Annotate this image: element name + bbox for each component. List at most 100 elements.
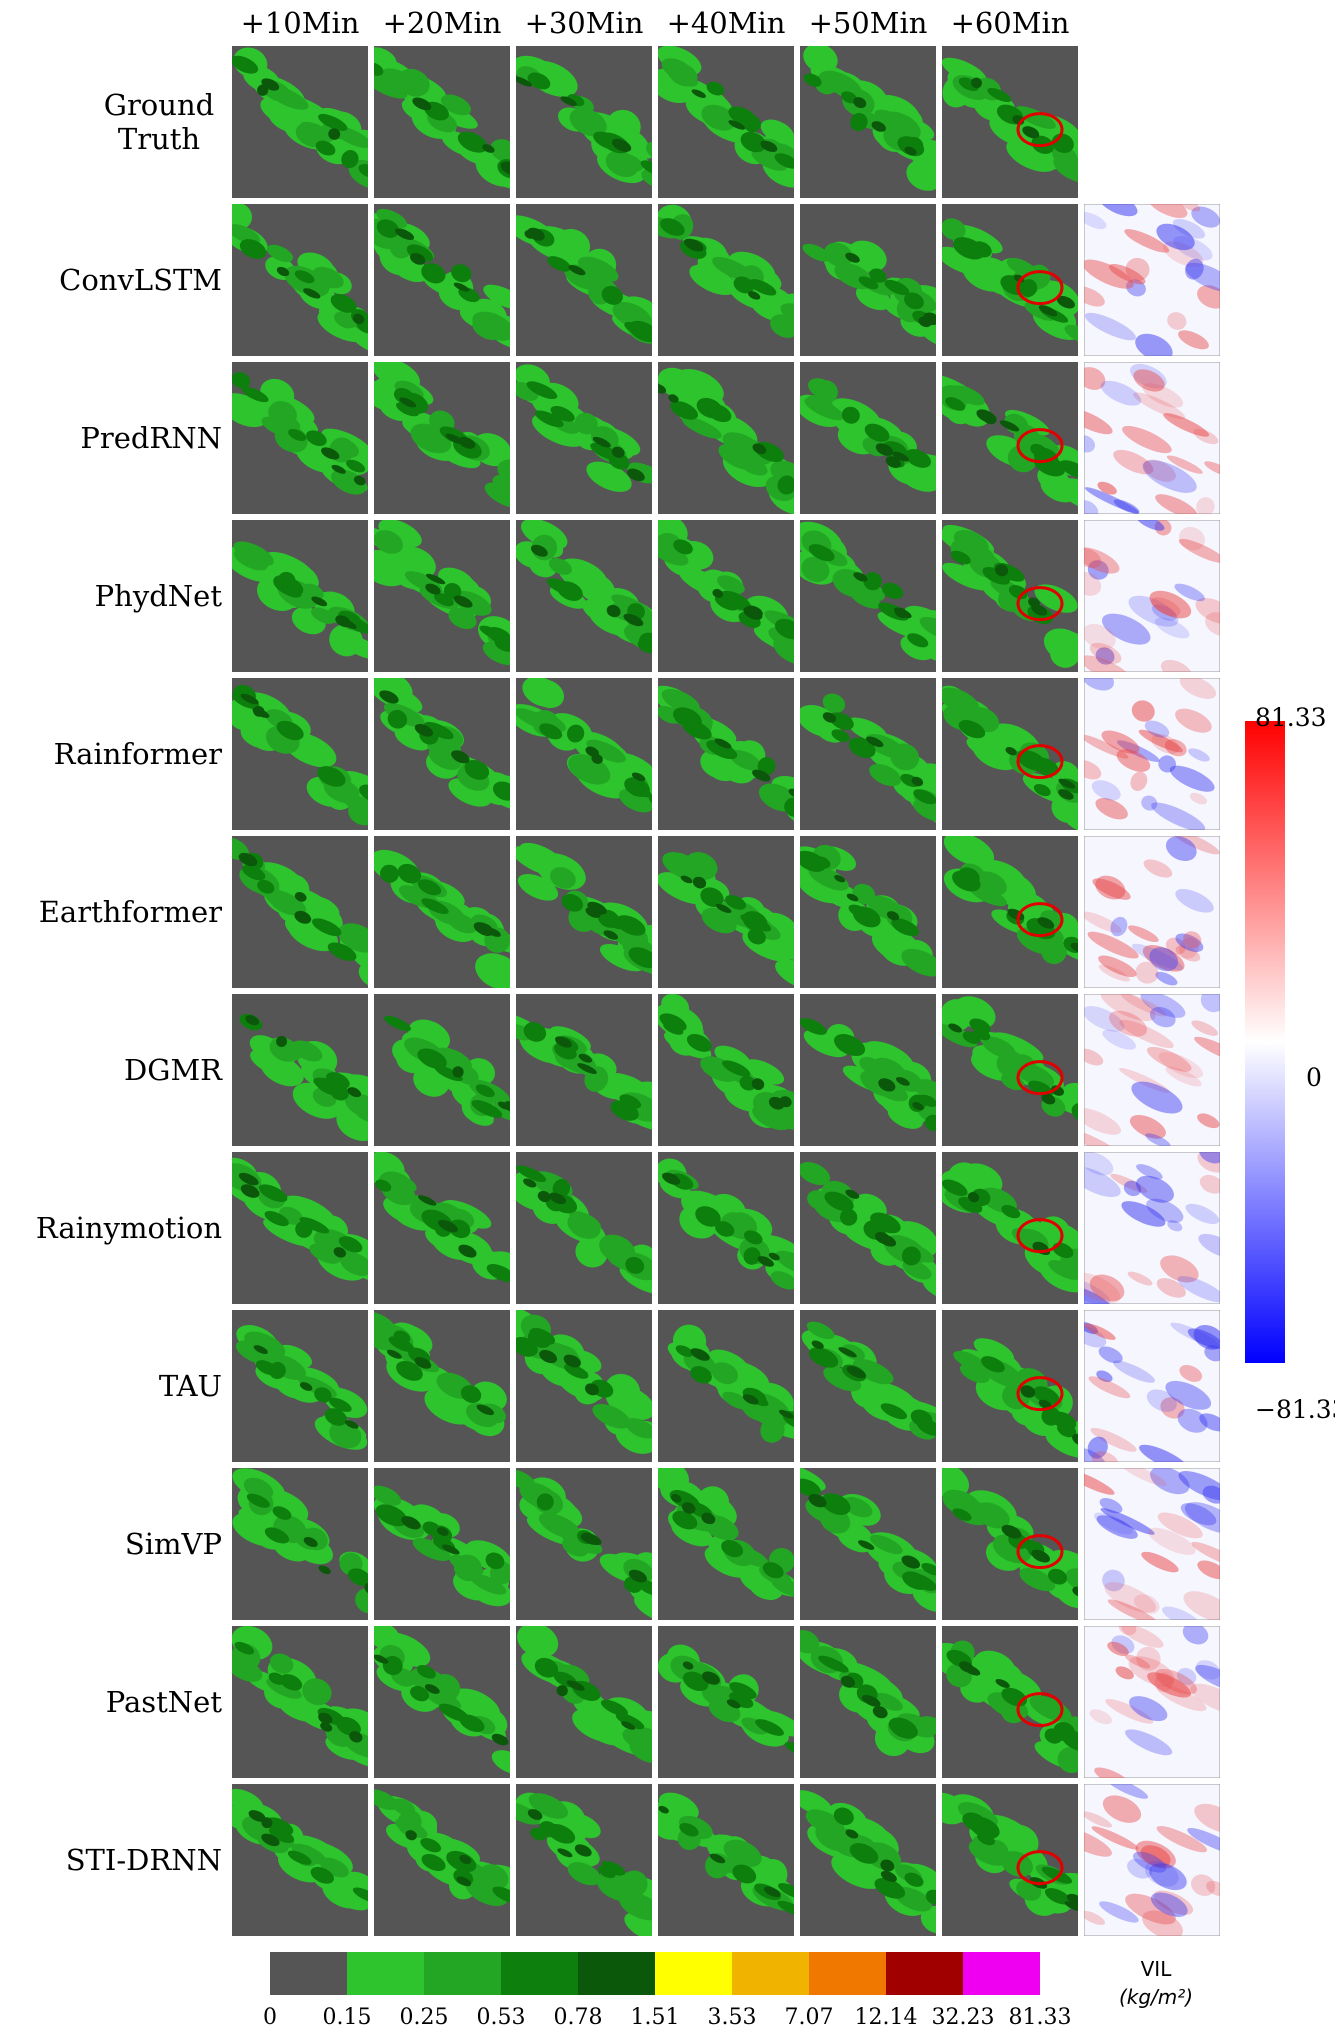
- rain-area: [456, 1876, 472, 1887]
- rain-area: [853, 97, 867, 109]
- highlight-circle: [1016, 1060, 1064, 1096]
- rain-area: [715, 1221, 735, 1237]
- diff-area: [1147, 1672, 1191, 1698]
- panel: [800, 994, 936, 1146]
- rain-area: [260, 1055, 304, 1087]
- row-label: SimVP: [124, 1527, 222, 1561]
- rain-area: [1015, 106, 1056, 129]
- diff-area: [1204, 461, 1220, 477]
- rain-area: [552, 1179, 571, 1198]
- rain-area: [374, 1654, 389, 1664]
- panel: [232, 1468, 368, 1620]
- diff-area: [1200, 994, 1220, 1013]
- panel: [374, 46, 510, 198]
- rain-area: [269, 1653, 294, 1674]
- colorbar-tick-label: 1.51: [630, 2005, 680, 2030]
- rain-area: [276, 266, 290, 277]
- diff-area: [1097, 481, 1117, 495]
- rain-area: [869, 763, 902, 787]
- rain-area: [762, 1562, 784, 1579]
- rain-area: [872, 1705, 888, 1719]
- rain-area: [712, 588, 724, 598]
- rain-area: [338, 923, 368, 953]
- rain-area: [320, 1722, 333, 1732]
- rain-area: [380, 68, 416, 93]
- diff-area: [1084, 547, 1120, 574]
- rain-area: [830, 712, 854, 730]
- rain-area: [472, 317, 503, 340]
- rain-area: [549, 1192, 567, 1205]
- row-label: PredRNN: [80, 421, 222, 455]
- panel: [800, 46, 936, 198]
- diff-area: [1120, 1468, 1167, 1487]
- rain-area: [294, 910, 312, 924]
- diff-area: [1087, 1436, 1108, 1459]
- rain-area: [701, 907, 737, 934]
- panel: [374, 1626, 510, 1778]
- rain-area: [1041, 937, 1068, 965]
- rain-area: [638, 632, 652, 653]
- panel: [942, 1310, 1078, 1462]
- diff-area: [1166, 455, 1203, 474]
- rain-area: [658, 872, 709, 905]
- diff-area: [1204, 1345, 1220, 1362]
- rain-area: [633, 1727, 652, 1750]
- rain-area: [278, 571, 296, 588]
- rain-area: [757, 1256, 774, 1267]
- diff-area: [1084, 1272, 1121, 1304]
- rain-area: [990, 1032, 1044, 1062]
- diff-area: [1084, 1048, 1104, 1066]
- rain-area: [752, 769, 771, 782]
- rain-area: [752, 443, 767, 455]
- rain-area: [338, 1236, 363, 1253]
- rain-area: [952, 1508, 972, 1521]
- rain-area: [374, 75, 408, 99]
- rain-area: [324, 1408, 347, 1426]
- rain-area: [486, 927, 501, 937]
- rain-area: [379, 690, 399, 704]
- diff-area: [1084, 734, 1129, 759]
- diff-area: [1150, 1468, 1190, 1495]
- rain-area: [803, 1029, 848, 1058]
- diff-area: [1120, 994, 1167, 1017]
- diff-area: [1154, 617, 1190, 639]
- rain-area: [460, 1385, 482, 1403]
- rain-area: [877, 611, 926, 639]
- rain-area: [1059, 485, 1078, 513]
- diff-area: [1157, 1512, 1203, 1539]
- diff-area: [1193, 428, 1219, 445]
- diff-area: [1178, 204, 1201, 212]
- diff-area: [1115, 1666, 1134, 1680]
- row-label: Ground Truth: [103, 88, 215, 156]
- rain-area: [739, 1075, 757, 1091]
- rain-area: [823, 1366, 862, 1392]
- rain-area: [358, 164, 368, 178]
- rain-area: [1008, 585, 1028, 600]
- rain-area: [1038, 1399, 1052, 1410]
- rain-area: [1065, 1248, 1078, 1275]
- rain-area: [801, 556, 830, 582]
- diff-area: [1199, 1152, 1220, 1164]
- rain-area: [800, 1162, 831, 1186]
- rain-area: [238, 852, 258, 867]
- rain-area: [621, 1721, 636, 1730]
- rain-area: [592, 1403, 631, 1429]
- rain-area: [530, 544, 548, 557]
- rain-area: [359, 784, 368, 803]
- rain-area: [996, 1050, 1025, 1078]
- rain-area: [311, 918, 342, 937]
- rain-area: [904, 146, 917, 156]
- rain-area: [768, 1252, 780, 1261]
- diff-area: [1198, 1233, 1220, 1259]
- panel: [516, 678, 652, 830]
- rain-area: [448, 607, 477, 630]
- rain-area: [683, 238, 704, 252]
- rain-area: [328, 128, 341, 140]
- rain-area: [953, 224, 1003, 254]
- panel: [658, 994, 794, 1146]
- rain-area: [578, 256, 619, 282]
- panel: [800, 520, 936, 672]
- diff-area: [1175, 888, 1214, 913]
- rain-area: [919, 616, 936, 641]
- rain-area: [751, 1078, 765, 1090]
